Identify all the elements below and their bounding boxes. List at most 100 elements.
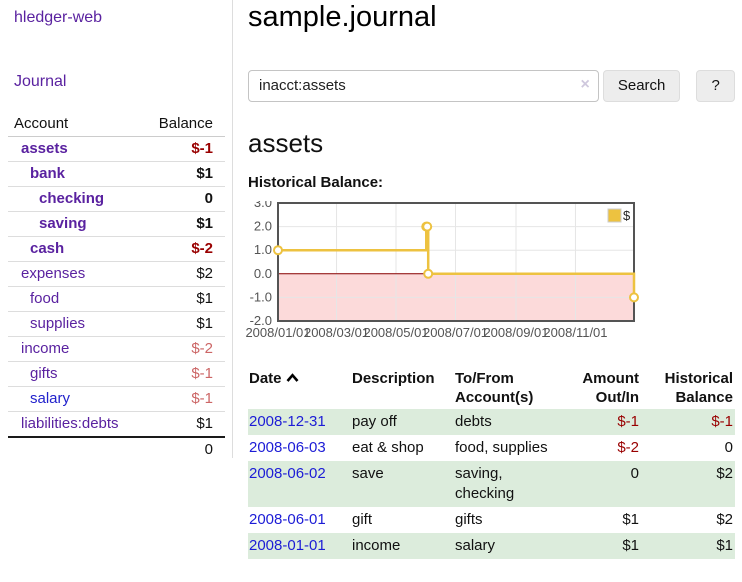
account-balance: 0	[204, 190, 213, 207]
account-link-checking[interactable]: checking	[39, 190, 105, 207]
account-row: food $1	[8, 286, 225, 312]
transaction-amount: $-1	[617, 412, 639, 430]
account-row: supplies $1	[8, 311, 225, 337]
account-link-saving[interactable]: saving	[39, 215, 87, 232]
account-link-liabilities-debts[interactable]: liabilities:debts	[21, 415, 119, 432]
transaction-description: income	[352, 536, 401, 554]
account-link-bank[interactable]: bank	[30, 165, 66, 182]
transaction-amount: $-2	[617, 438, 639, 456]
search-form: × Search ?	[248, 69, 735, 102]
transaction-balance: $1	[716, 536, 733, 554]
svg-text:2.0: 2.0	[254, 218, 272, 233]
account-row: cash $-2	[8, 236, 225, 262]
register-row: 2008-06-01 gift gifts $1 $2	[248, 507, 735, 533]
account-balance: $-1	[191, 140, 213, 157]
transaction-accounts: food, supplies	[455, 438, 548, 456]
transaction-balance: 0	[724, 438, 733, 456]
search-input[interactable]	[248, 69, 599, 102]
account-balance: $1	[196, 315, 213, 332]
search-button[interactable]: Search	[602, 69, 681, 102]
account-row: expenses $2	[8, 261, 225, 287]
svg-text:-2.0: -2.0	[250, 313, 272, 328]
page-title: sample.journal	[248, 1, 437, 33]
app-brand-link[interactable]: hledger-web	[14, 9, 103, 26]
account-row: liabilities:debts $1	[8, 411, 225, 438]
transaction-description: gift	[352, 510, 373, 528]
sort-ascending-icon	[286, 369, 299, 388]
account-column-header: Account	[14, 115, 69, 132]
account-row: assets $-1	[8, 137, 225, 162]
svg-text:$: $	[623, 208, 631, 223]
svg-text:2008/09/01: 2008/09/01	[483, 325, 548, 340]
transaction-balance: $-1	[711, 412, 733, 430]
search-clear-icon[interactable]: ×	[580, 75, 590, 93]
date-sort-header[interactable]: Date	[248, 367, 344, 409]
svg-text:2008/01/01: 2008/01/01	[245, 325, 310, 340]
register-table: Date Description To/From Account(s) Amou…	[248, 367, 735, 559]
accounts-header: To/From Account(s)	[455, 369, 534, 406]
account-link-gifts[interactable]: gifts	[30, 365, 58, 382]
account-link-food[interactable]: food	[30, 290, 60, 307]
account-link-assets[interactable]: assets	[21, 140, 68, 157]
chart-heading: Historical Balance:	[248, 173, 384, 191]
account-link-supplies[interactable]: supplies	[30, 315, 86, 332]
transaction-balance: $2	[716, 464, 733, 482]
account-balance: $1	[196, 215, 213, 232]
transaction-amount: $1	[622, 536, 639, 554]
account-balance: $-1	[191, 365, 213, 382]
account-heading: assets	[248, 127, 324, 158]
transaction-accounts: debts	[455, 412, 492, 430]
balance-column-header: Balance	[158, 115, 213, 132]
accounts-total-value: 0	[204, 441, 213, 458]
transaction-description: eat & shop	[352, 438, 424, 456]
balance-header: Historical Balance	[664, 369, 733, 406]
account-row: saving $1	[8, 211, 225, 237]
account-balance: $-2	[191, 340, 213, 357]
transaction-balance: $2	[716, 510, 733, 528]
main-content: sample.journal × Search ? assets Histori…	[245, 0, 735, 559]
accounts-table-header-row: Account Balance	[8, 112, 225, 137]
svg-text:2008/11/01: 2008/11/01	[543, 325, 607, 340]
register-header-row: Date Description To/From Account(s) Amou…	[248, 367, 735, 409]
transaction-date-link[interactable]: 2008-06-01	[249, 510, 326, 528]
account-row: income $-2	[8, 336, 225, 362]
svg-text:-1.0: -1.0	[250, 289, 272, 304]
register-row: 2008-12-31 pay off debts $-1 $-1	[248, 408, 735, 435]
transaction-accounts: saving, checking	[455, 464, 515, 502]
svg-text:2008/03/01: 2008/03/01	[304, 325, 369, 340]
svg-text:1.0: 1.0	[254, 242, 272, 257]
account-link-salary[interactable]: salary	[30, 390, 71, 407]
account-balance: $-2	[191, 240, 213, 257]
account-row: gifts $-1	[8, 361, 225, 387]
transaction-description: pay off	[352, 412, 397, 430]
accounts-total-row: 0	[8, 437, 225, 462]
transaction-accounts: salary	[455, 536, 496, 554]
account-link-income[interactable]: income	[21, 340, 70, 357]
transaction-date-link[interactable]: 2008-06-02	[249, 464, 326, 482]
transaction-amount: 0	[630, 464, 639, 482]
transaction-date-link[interactable]: 2008-06-03	[249, 438, 326, 456]
amount-header: Amount Out/In	[582, 369, 639, 406]
transaction-accounts: gifts	[455, 510, 483, 528]
account-balance: $1	[196, 165, 213, 182]
transaction-description: save	[352, 464, 384, 482]
transaction-date-link[interactable]: 2008-01-01	[249, 536, 326, 554]
account-balance: $2	[196, 265, 213, 282]
account-row: salary $-1	[8, 386, 225, 412]
historical-balance-chart[interactable]: $3.0 2.0 1.0 0.0 -1.0 -2.02008/01/012008/03/0…	[242, 201, 640, 343]
register-row: 2008-06-02 save saving, checking 0 $2	[248, 460, 735, 507]
account-row: bank $1	[8, 161, 225, 187]
accounts-table: Account Balance assets $-1 bank $1 check…	[8, 112, 225, 462]
register-row: 2008-01-01 income salary $1 $1	[248, 532, 735, 559]
account-balance: $1	[196, 290, 213, 307]
account-link-cash[interactable]: cash	[30, 240, 65, 257]
account-row: checking 0	[8, 186, 225, 212]
account-link-expenses[interactable]: expenses	[21, 265, 86, 282]
date-header-label: Date	[249, 369, 282, 387]
register-row: 2008-06-03 eat & shop food, supplies $-2…	[248, 435, 735, 461]
sidebar-item-journal[interactable]: Journal	[14, 73, 67, 90]
transaction-date-link[interactable]: 2008-12-31	[249, 412, 326, 430]
help-button[interactable]: ?	[696, 69, 735, 102]
svg-text:2008/07/01: 2008/07/01	[423, 325, 488, 340]
